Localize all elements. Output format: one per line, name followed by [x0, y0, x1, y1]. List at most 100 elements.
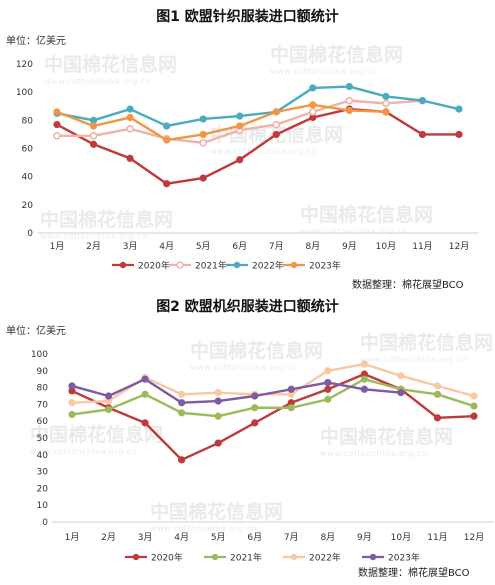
data-point [360, 375, 368, 383]
data-point [324, 395, 332, 403]
chart-panel-knitted: 图1 欧盟针织服装进口额统计 单位：亿美元 中国棉花信息网 www.cottonc… [0, 0, 495, 292]
data-point [324, 367, 332, 375]
data-point [251, 419, 259, 427]
legend-swatch-marker [132, 553, 140, 561]
watermark-url: www.cottonchina.org.cn [300, 227, 408, 236]
watermark-url: www.cottonchina.org.cn [44, 77, 152, 86]
watermark-url: www.cottonchina.org.cn [270, 67, 378, 76]
y-tick-label: 100 [31, 350, 48, 360]
data-point [236, 156, 244, 164]
watermark-name: 中国棉花信息网 [320, 426, 454, 448]
data-point [287, 404, 295, 412]
data-point [178, 409, 186, 417]
x-tick-label: 8月 [305, 241, 320, 252]
legend-label: 2023年 [309, 260, 341, 272]
data-point [68, 382, 76, 390]
data-point [324, 378, 332, 387]
watermark-name: 中国棉花信息网 [40, 209, 174, 231]
data-point [455, 130, 463, 139]
y-tick-label: 20 [37, 484, 49, 494]
legend-swatch-marker [290, 261, 298, 269]
data-point [345, 82, 353, 91]
data-point [89, 122, 98, 130]
x-tick-label: 3月 [138, 532, 153, 543]
data-point [287, 385, 295, 393]
x-tick-label: 7月 [284, 532, 299, 543]
data-point [126, 113, 134, 122]
data-point [199, 174, 207, 182]
data-point [199, 130, 207, 139]
data-point [251, 392, 259, 400]
data-point [382, 92, 390, 100]
legend-swatch-marker [176, 261, 184, 269]
x-tick-label: 9月 [342, 241, 357, 252]
y-tick-label: 100 [16, 88, 33, 98]
data-point [126, 154, 134, 162]
data-point [309, 84, 317, 92]
series-line [71, 372, 475, 462]
watermark-url: www.cottonchina.org.cn [210, 147, 318, 156]
legend-swatch-marker [233, 261, 241, 269]
watermark-name: 中国棉花信息网 [270, 44, 404, 66]
x-tick-label: 11月 [412, 241, 432, 252]
watermark-url: www.cottonchina.org.cn [360, 355, 468, 364]
data-point [214, 412, 222, 420]
y-tick-label: 60 [37, 417, 49, 427]
series-line [71, 377, 402, 404]
y-tick-label: 40 [37, 451, 49, 461]
data-point [214, 397, 222, 405]
legend: 2020年 2021年 2022年 2023年 [112, 260, 341, 272]
series-line [56, 103, 386, 142]
data-point [141, 419, 149, 427]
data-point [163, 180, 171, 188]
x-tick-label: 1月 [65, 532, 80, 543]
data-point [126, 124, 134, 133]
y-tick-label: 80 [37, 384, 49, 394]
y-tick-label: 80 [22, 116, 34, 126]
data-point [418, 130, 427, 139]
y-tick-label: 60 [22, 145, 34, 155]
y-tick-label: 120 [16, 60, 33, 70]
data-point [418, 97, 427, 105]
legend-label: 2022年 [309, 552, 341, 564]
data-point [433, 390, 442, 398]
watermark-url: www.cottonchina.org.cn [40, 232, 148, 241]
x-tick-label: 11月 [427, 532, 447, 543]
data-point [178, 399, 186, 407]
x-tick-label: 7月 [269, 241, 284, 252]
x-tick-label: 2月 [101, 532, 116, 543]
watermark-name: 中国棉花信息网 [300, 204, 434, 226]
legend-swatch-marker [119, 261, 127, 269]
series-line [71, 377, 475, 418]
data-point [199, 115, 207, 123]
data-point [272, 130, 280, 139]
y-tick-label: 40 [22, 173, 34, 183]
legend-swatch-marker [211, 553, 219, 561]
watermark-name: 中国棉花信息网 [150, 501, 284, 523]
line-chart-knitted: 0 20 40 60 80 100 120 1月 2月 3月 4月 5月 6月 7月 8月 9月 10月 11月 1… [16, 60, 479, 272]
data-point [309, 108, 317, 116]
unit-label: 单位：亿美元 [6, 326, 66, 337]
data-point [104, 405, 113, 414]
x-tick-label: 4月 [174, 532, 189, 543]
data-point [141, 390, 149, 398]
source-note: 数据整理：棉花展望BCO [352, 280, 464, 291]
legend-label: 2023年 [388, 552, 420, 564]
legend-label: 2022年 [252, 260, 284, 272]
source-note: 数据整理：棉花展望BCO [358, 568, 470, 579]
x-tick-label: 6月 [232, 241, 247, 252]
data-point [178, 390, 186, 398]
data-point [272, 120, 281, 129]
data-point [345, 106, 353, 115]
x-tick-label: 8月 [320, 532, 335, 543]
data-point [470, 392, 478, 400]
chart-title: 图2 欧盟机织服装进口额统计 [156, 299, 339, 315]
y-tick-label: 70 [37, 400, 49, 410]
data-point [53, 120, 61, 129]
legend-label: 2021年 [230, 552, 262, 564]
